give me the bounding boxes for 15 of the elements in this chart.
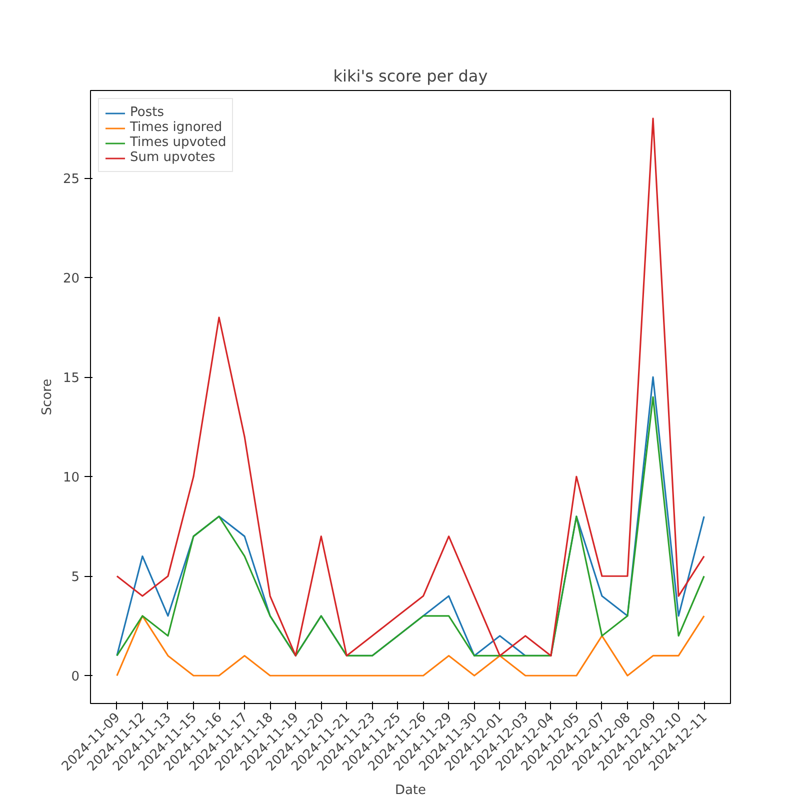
y-tick-label: 25 <box>62 172 80 188</box>
x-axis-title: Date <box>394 782 426 798</box>
line-series <box>116 615 705 676</box>
y-axis-title: Score <box>40 378 55 416</box>
y-tick-label: 15 <box>62 371 80 386</box>
y-tick-label: 20 <box>62 272 80 287</box>
y-tick-label: 0 <box>71 670 80 685</box>
y-tick-label: 5 <box>71 570 80 586</box>
y-tick-label: 10 <box>62 470 80 486</box>
line-series <box>116 118 705 657</box>
legend-label: Posts <box>130 105 164 120</box>
legend-label: Times upvoted <box>130 135 226 150</box>
legend-label: Times ignored <box>130 120 222 135</box>
chart-title: kiki's score per day <box>333 66 488 86</box>
legend-label: Sum upvotes <box>130 150 216 165</box>
